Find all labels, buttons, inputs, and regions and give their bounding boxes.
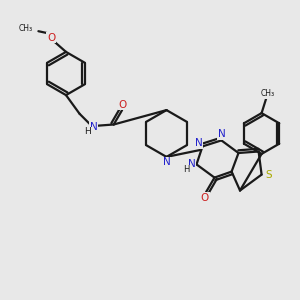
- Text: CH₃: CH₃: [18, 24, 32, 33]
- Text: O: O: [118, 100, 127, 110]
- Text: O: O: [47, 33, 55, 43]
- Text: S: S: [265, 169, 272, 180]
- Text: N: N: [163, 157, 170, 167]
- Text: O: O: [201, 193, 209, 203]
- Text: N: N: [188, 159, 196, 170]
- Text: H: H: [183, 165, 189, 174]
- Text: N: N: [195, 138, 203, 148]
- Text: N: N: [90, 122, 98, 132]
- Text: CH₃: CH₃: [260, 89, 275, 98]
- Text: N: N: [218, 129, 225, 140]
- Text: H: H: [84, 127, 91, 136]
